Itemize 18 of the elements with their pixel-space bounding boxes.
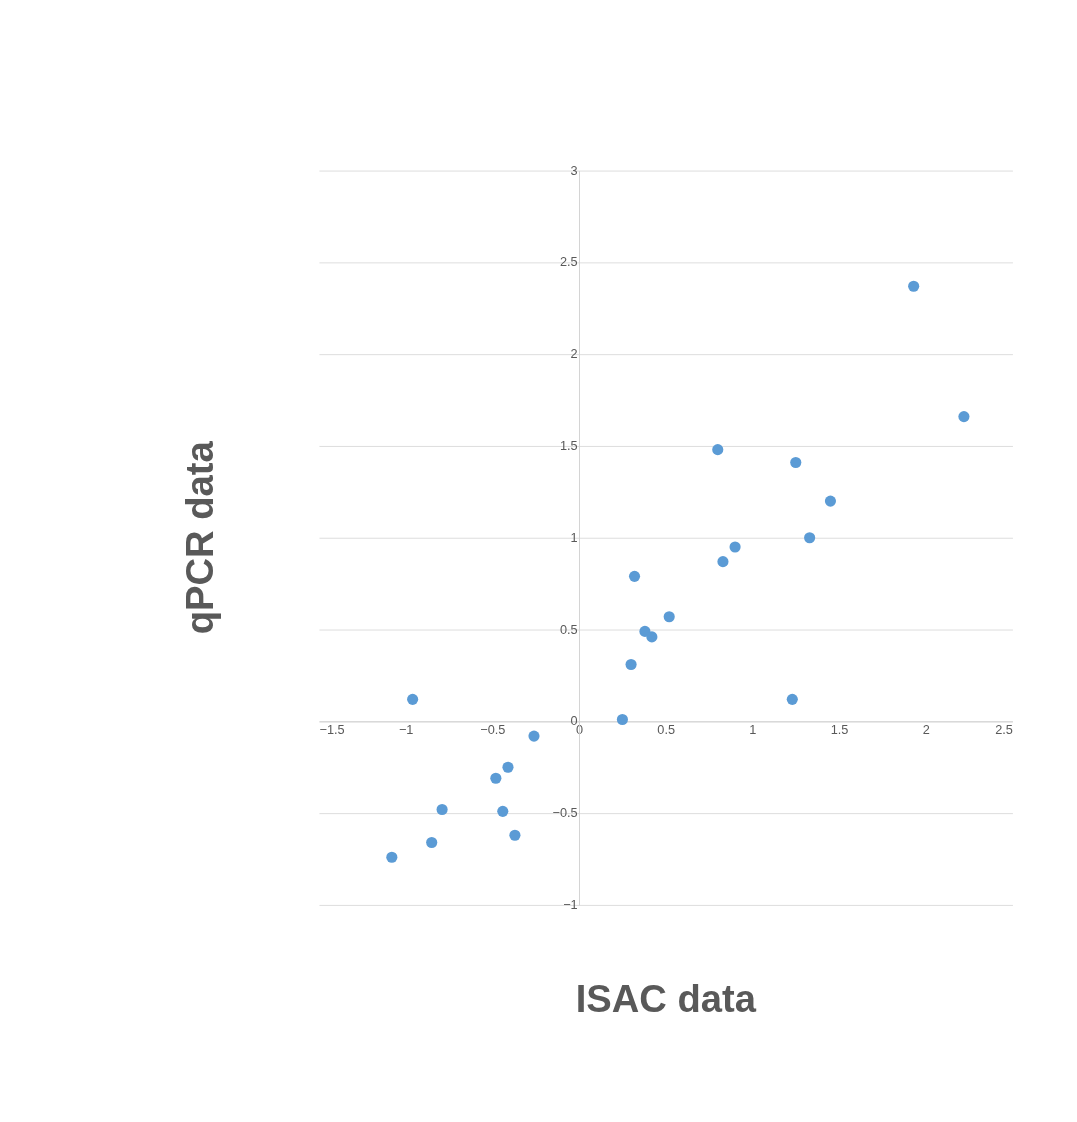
x-tick-label: 1.5 xyxy=(830,721,849,737)
x-tick-label: 2.5 xyxy=(995,721,1013,737)
y-axis-title: qPCR data xyxy=(177,440,221,635)
y-tick-label: 0.5 xyxy=(560,621,578,637)
x-tick-label: −1 xyxy=(398,721,414,737)
x-tick-label: −1.5 xyxy=(319,721,345,737)
y-tick-label: 1 xyxy=(570,529,578,545)
y-tick-label: −0.5 xyxy=(552,805,578,821)
x-tick-label: 1 xyxy=(749,721,757,737)
x-axis-title: ISAC data xyxy=(575,977,757,1021)
x-tick-label: −0.5 xyxy=(480,721,506,737)
y-tick-label: −1 xyxy=(563,897,578,913)
x-tick-label: 2 xyxy=(922,721,930,737)
x-tick-label: 0.5 xyxy=(657,721,676,737)
y-tick-label: 2 xyxy=(570,346,578,362)
y-tick-label: 3 xyxy=(570,162,578,178)
y-tick-label: 1.5 xyxy=(560,438,578,454)
y-tick-label: 2.5 xyxy=(560,254,578,270)
